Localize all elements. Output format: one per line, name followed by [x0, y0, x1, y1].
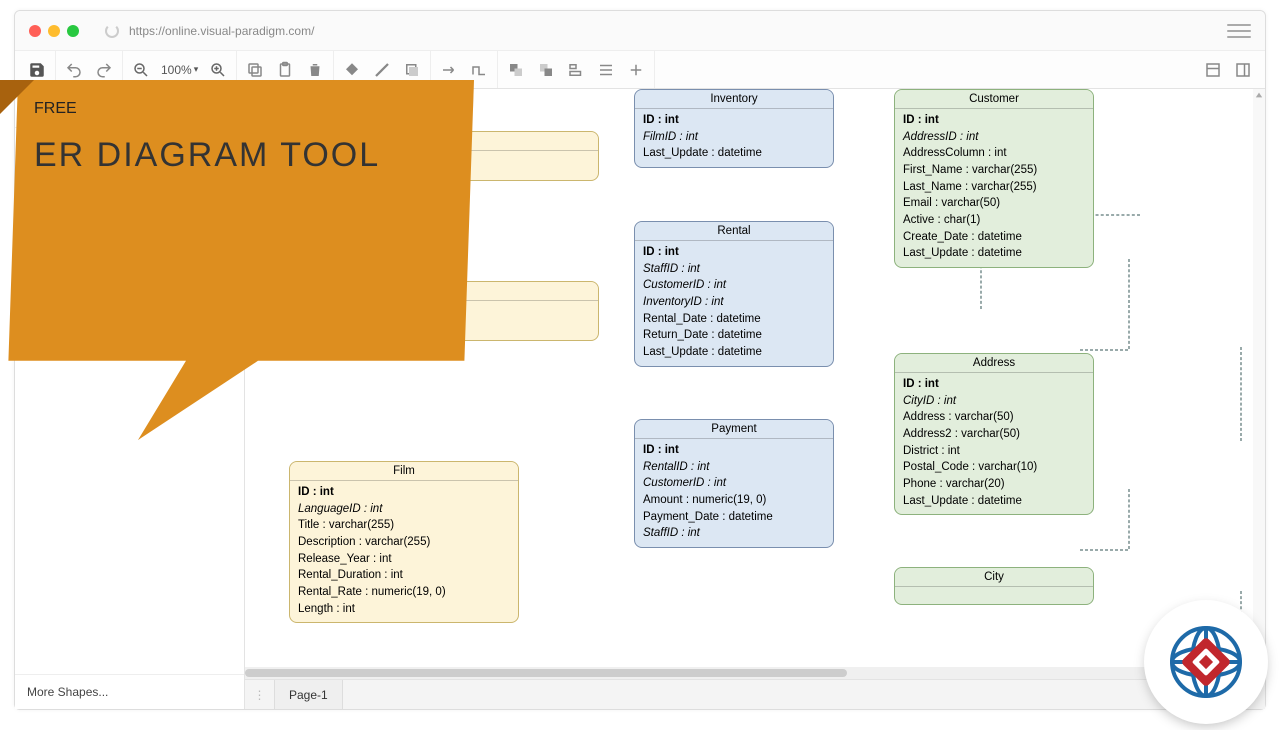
shadow-icon[interactable]: [402, 60, 422, 80]
fill-color-icon[interactable]: [342, 60, 362, 80]
to-back-icon[interactable]: [536, 60, 556, 80]
undo-icon[interactable]: [64, 60, 84, 80]
minimize-dot[interactable]: [48, 25, 60, 37]
connector-elbow-icon[interactable]: [469, 60, 489, 80]
chevron-down-icon: ▾: [25, 136, 30, 147]
app-toolbar: 100%▾: [15, 51, 1265, 89]
connector-straight-icon[interactable]: [439, 60, 459, 80]
tab-page-1[interactable]: Page-1: [275, 680, 343, 709]
zoom-in-icon[interactable]: [208, 60, 228, 80]
save-icon[interactable]: [27, 60, 47, 80]
browser-chrome-bar: https://online.visual-paradigm.com/: [15, 11, 1265, 51]
redo-icon[interactable]: [94, 60, 114, 80]
entity-inventory[interactable]: InventoryID : intFilmID : intLast_Update…: [634, 89, 834, 168]
more-shapes-link[interactable]: More Shapes...: [15, 674, 244, 709]
address-bar[interactable]: https://online.visual-paradigm.com/: [97, 24, 1227, 38]
sidebar-section-label: En: [36, 134, 51, 148]
zoom-out-icon[interactable]: [131, 60, 151, 80]
shape-search-input[interactable]: [25, 95, 234, 121]
shape-swatch-yellow[interactable]: [25, 158, 53, 176]
entity-ghost2[interactable]: [429, 281, 599, 341]
tabs-grip-icon[interactable]: ⋮: [245, 680, 275, 709]
traffic-lights: [29, 25, 79, 37]
loading-spinner-icon: [105, 24, 119, 38]
main-area: ▾ En More Shapes...: [15, 89, 1265, 709]
entity-film[interactable]: FilmID : intLanguageID : intTitle : varc…: [289, 461, 519, 623]
line-color-icon[interactable]: [372, 60, 392, 80]
entity-customer[interactable]: CustomerID : intAddressID : intAddressCo…: [894, 89, 1094, 268]
vertical-scrollbar[interactable]: [1253, 89, 1265, 667]
entity-ghost1[interactable]: [429, 131, 599, 181]
to-front-icon[interactable]: [506, 60, 526, 80]
sidebar-section-entity[interactable]: ▾ En: [15, 128, 244, 154]
zoom-level[interactable]: 100%▾: [161, 63, 198, 77]
shape-swatch-green[interactable]: [25, 184, 53, 202]
entity-rental[interactable]: RentalID : intStaffID : intCustomerID : …: [634, 221, 834, 367]
entity-payment[interactable]: PaymentID : intRentalID : intCustomerID …: [634, 419, 834, 548]
paste-icon[interactable]: [275, 60, 295, 80]
maximize-dot[interactable]: [67, 25, 79, 37]
distribute-icon[interactable]: [596, 60, 616, 80]
vp-logo-icon: [1146, 602, 1266, 722]
horizontal-scrollbar[interactable]: [245, 667, 1249, 679]
url-text: https://online.visual-paradigm.com/: [129, 24, 314, 38]
close-dot[interactable]: [29, 25, 41, 37]
delete-icon[interactable]: [305, 60, 325, 80]
page-tabs: ⋮ Page-1: [245, 679, 1265, 709]
align-icon[interactable]: [566, 60, 586, 80]
menu-icon[interactable]: [1227, 22, 1251, 40]
browser-window: https://online.visual-paradigm.com/ 100%…: [14, 10, 1266, 710]
entity-address[interactable]: AddressID : intCityID : intAddress : var…: [894, 353, 1094, 515]
copy-icon[interactable]: [245, 60, 265, 80]
entity-city[interactable]: City: [894, 567, 1094, 605]
diagram-canvas[interactable]: InventoryID : intFilmID : intLast_Update…: [245, 89, 1265, 679]
format-panel-icon[interactable]: [1233, 60, 1253, 80]
add-icon[interactable]: [626, 60, 646, 80]
outline-panel-icon[interactable]: [1203, 60, 1223, 80]
shapes-sidebar: ▾ En More Shapes...: [15, 89, 245, 709]
shape-palette: [15, 154, 244, 180]
